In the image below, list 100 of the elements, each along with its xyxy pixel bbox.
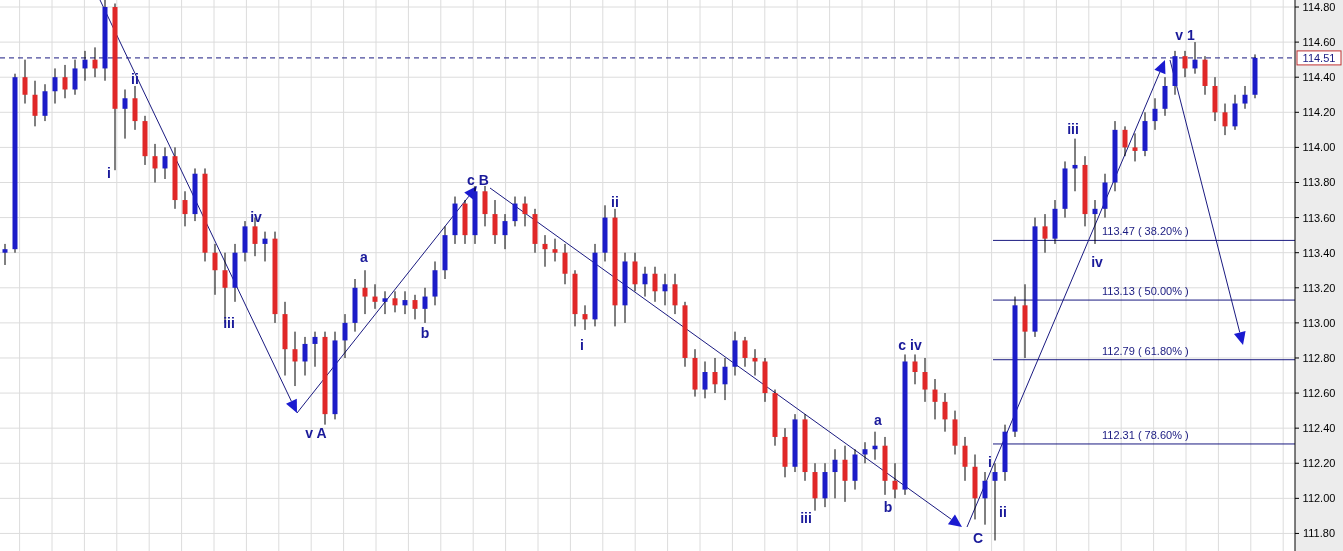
candlestick [82, 50, 88, 82]
annotation: v 1 [1175, 27, 1195, 43]
candlestick [942, 392, 948, 433]
candlestick [122, 88, 128, 140]
ref-line-label: 112.31 ( 78.60% ) [1102, 428, 1189, 441]
candlestick [1042, 213, 1048, 254]
candlestick [1132, 132, 1138, 162]
candlestick [22, 59, 28, 105]
annotation: a [360, 249, 369, 265]
candlestick [72, 59, 78, 96]
candlestick [1182, 50, 1188, 78]
candlestick [862, 441, 868, 464]
annotation: iii [223, 315, 235, 331]
annotation: a [874, 412, 883, 428]
candlestick [482, 185, 488, 227]
candlestick [832, 448, 838, 499]
ref-line-label: 114.51 [1302, 51, 1336, 64]
candlestick [302, 336, 308, 377]
candlestick [992, 462, 998, 541]
candlestick [1242, 85, 1248, 110]
candlestick [292, 331, 298, 387]
annotation: ii [131, 71, 139, 87]
y-tick-label: 112.40 [1302, 422, 1336, 435]
candlestick [552, 238, 558, 262]
annotation: iii [1067, 121, 1079, 137]
candlestick [92, 46, 98, 78]
candlestick [922, 357, 928, 403]
candlestick [362, 269, 368, 315]
annotation: b [420, 325, 430, 341]
candlestick [392, 290, 398, 313]
candlestick [642, 266, 648, 298]
y-tick-label: 113.00 [1302, 316, 1336, 329]
candlestick [1192, 41, 1198, 75]
candlestick [932, 378, 938, 420]
candlestick [512, 196, 518, 227]
candlestick [1222, 103, 1228, 136]
y-tick-label: 114.20 [1302, 106, 1336, 119]
annotation: i [988, 454, 992, 470]
annotation: iv [1091, 254, 1104, 270]
y-tick-label: 114.80 [1302, 1, 1336, 14]
candlestick [662, 273, 668, 306]
candlestick [672, 273, 678, 315]
candlestick [962, 436, 968, 482]
y-tick-label: 112.60 [1302, 387, 1336, 400]
annotation: i [107, 165, 111, 181]
candlestick [2, 243, 8, 266]
candlestick [342, 313, 348, 359]
candlestick [912, 353, 918, 385]
candlestick [182, 190, 188, 227]
y-tick-label: 114.60 [1302, 36, 1336, 49]
candlestick [152, 143, 158, 183]
candlestick [842, 445, 848, 503]
y-tick-label: 113.20 [1302, 281, 1336, 294]
y-tick-label: 112.20 [1302, 457, 1336, 470]
annotation: ii [611, 194, 619, 210]
annotation: c iv [898, 337, 922, 353]
y-tick-label: 114.40 [1302, 71, 1336, 84]
candlestick [422, 287, 428, 324]
candlestick [702, 360, 708, 399]
candlestick [892, 462, 898, 499]
candlestick [492, 199, 498, 245]
y-tick-label: 114.00 [1302, 141, 1336, 154]
candlestick [52, 67, 58, 105]
annotation: ii [999, 504, 1007, 520]
candlestick [412, 294, 418, 320]
candlestick [372, 283, 378, 310]
annotation: i [580, 337, 584, 353]
candlestick [722, 357, 728, 401]
candlestick [1232, 94, 1238, 131]
y-tick-label: 113.80 [1302, 176, 1336, 189]
candlestick [712, 357, 718, 394]
candlestick [1162, 76, 1168, 117]
annotation: iv [250, 209, 263, 225]
candlestick [742, 336, 748, 368]
candlestick [1152, 97, 1158, 131]
candlestick [382, 290, 388, 315]
ref-line-label: 112.79 ( 61.80% ) [1102, 344, 1189, 357]
candlestick [162, 146, 168, 180]
annotation: C [972, 530, 984, 546]
y-tick-label: 113.40 [1302, 246, 1336, 259]
candlestick [402, 290, 408, 315]
candlestick [652, 266, 658, 303]
y-tick-label: 113.60 [1302, 211, 1336, 224]
candlestick [1092, 199, 1098, 245]
y-tick-label: 112.00 [1302, 492, 1336, 505]
candlestick [312, 331, 318, 368]
y-tick-label: 111.80 [1302, 527, 1336, 540]
candlestick [562, 243, 568, 285]
candlestick [522, 196, 528, 227]
candlestick [502, 213, 508, 250]
candlestick [212, 243, 218, 296]
y-tick-label: 112.80 [1302, 351, 1336, 364]
candlestick [262, 231, 268, 262]
candlestick [1122, 125, 1128, 157]
candlestick [632, 252, 638, 292]
ref-line-label: 113.47 ( 38.20% ) [1102, 225, 1189, 238]
annotation: iii [800, 510, 812, 526]
candlestick [542, 234, 548, 268]
ref-line-label: 113.13 ( 50.00% ) [1102, 285, 1189, 298]
annotation: b [883, 499, 893, 515]
